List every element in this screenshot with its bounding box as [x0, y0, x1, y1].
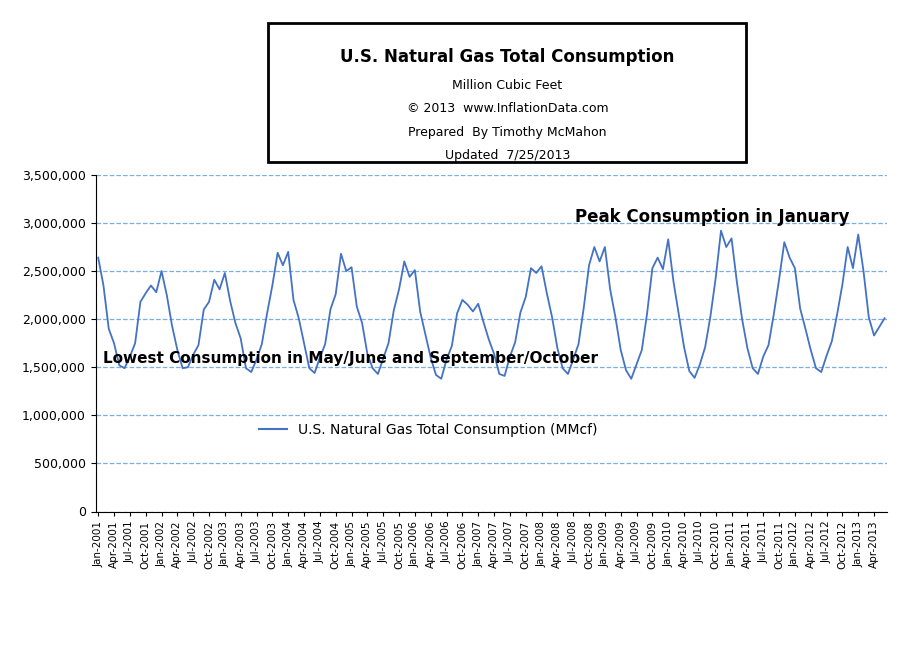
Text: Peak Consumption in January: Peak Consumption in January — [574, 208, 849, 226]
Text: Updated  7/25/2013: Updated 7/25/2013 — [445, 149, 570, 162]
Text: © 2013  www.InflationData.com: © 2013 www.InflationData.com — [407, 102, 608, 115]
Text: U.S. Natural Gas Total Consumption: U.S. Natural Gas Total Consumption — [340, 48, 674, 66]
Legend: U.S. Natural Gas Total Consumption (MMcf): U.S. Natural Gas Total Consumption (MMcf… — [253, 417, 602, 442]
Text: Million Cubic Feet: Million Cubic Feet — [452, 79, 562, 92]
Text: Lowest Consumption in May/June and September/October: Lowest Consumption in May/June and Septe… — [104, 351, 599, 366]
Text: Prepared  By Timothy McMahon: Prepared By Timothy McMahon — [408, 125, 607, 139]
